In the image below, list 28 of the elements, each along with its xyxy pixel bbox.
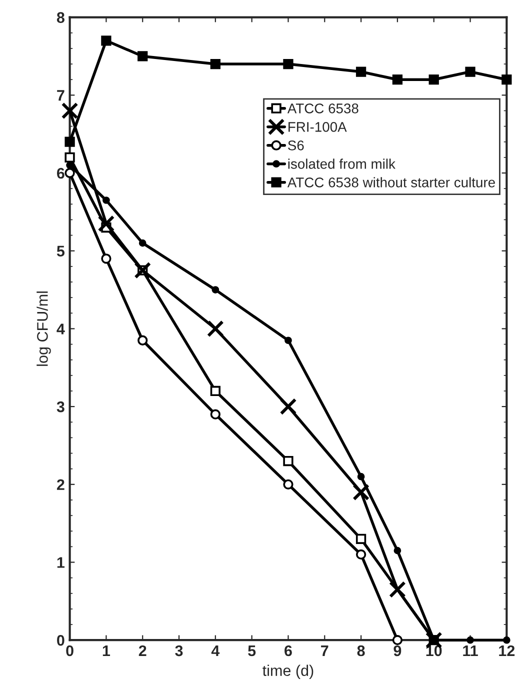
legend-label: S6 [288, 140, 304, 150]
x-tick-label: 3 [175, 645, 183, 656]
y-tick-label: 2 [56, 479, 64, 490]
legend-label: FRI-100A [288, 122, 347, 132]
x-tick-label: 11 [463, 646, 478, 656]
legend-label: ATCC 6538 without starter culture [287, 177, 495, 188]
x-tick-label: 4 [211, 646, 220, 656]
y-tick-label: 0 [57, 634, 64, 646]
y-tick-label: 7 [57, 90, 64, 101]
x-tick-label: 12 [499, 645, 515, 656]
y-tick-label: 1 [57, 557, 65, 568]
x-axis-title: time (d) [262, 664, 314, 679]
x-tick-label: 0 [66, 645, 74, 656]
y-tick-label: 6 [56, 168, 64, 179]
x-tick-label: 6 [284, 645, 292, 656]
y-tick-label: 8 [56, 12, 64, 23]
y-tick-label: 3 [56, 401, 64, 412]
x-tick-label: 8 [357, 645, 365, 656]
x-tick-label: 9 [394, 645, 402, 656]
y-tick-label: 4 [56, 324, 65, 334]
x-tick-label: 2 [138, 645, 146, 656]
x-tick-label: 1 [102, 646, 110, 656]
x-tick-label: 7 [321, 646, 328, 656]
legend-label: ATCC 6538 [287, 104, 358, 114]
y-tick-label: 5 [56, 246, 65, 257]
y-axis-title: log CFU/ml [36, 292, 51, 366]
x-tick-label: 5 [248, 646, 256, 656]
legend-label: isolated from milk [288, 158, 396, 169]
